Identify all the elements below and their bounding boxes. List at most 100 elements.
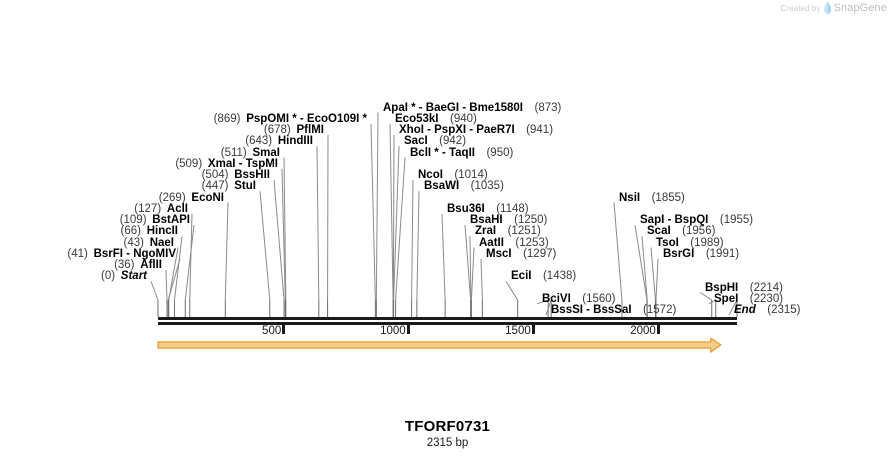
site-label-bcli-taqii[interactable]: BclI * - TaqII (950)	[410, 147, 513, 160]
site-position-acli: (127)	[134, 202, 162, 215]
site-label-xmai-tspmi[interactable]: (509) XmaI - TspMI	[175, 158, 278, 171]
ruler-tick-label-500: 500	[262, 325, 282, 337]
site-enzymes-msci: MscI	[486, 247, 512, 260]
site-enzymes-tsoi: TsoI	[656, 236, 679, 249]
site-position-bsssi-bsssai: (1572)	[643, 304, 677, 316]
ruler-tick-mark-1500	[532, 325, 536, 334]
site-enzymes-hindiii: HindIII	[277, 135, 313, 148]
site-position-xhoi-pspxi-paer7i: (941)	[526, 124, 554, 136]
leader-line-msci	[480, 258, 483, 301]
site-enzymes-xmai-tspmi: XmaI - TspMI	[207, 157, 278, 170]
leader-line-xhoi-pspxi-paer7i	[392, 134, 395, 301]
site-label-bstapi[interactable]: (109) BstAPI	[120, 214, 190, 227]
site-label-ecii[interactable]: EciI (1438)	[511, 270, 576, 283]
site-label-aatii[interactable]: AatII (1253)	[479, 237, 549, 250]
site-position-saci: (942)	[439, 135, 467, 148]
site-label-acli[interactable]: (127) AclI	[134, 203, 188, 216]
site-enzymes-smai: SmaI	[252, 146, 281, 159]
site-position-end: (2315)	[767, 304, 801, 316]
leader-line-ecii	[505, 280, 519, 301]
site-position-pspomi-ecoo109i: (869)	[213, 112, 241, 125]
site-label-hincii[interactable]: (66) HincII	[120, 225, 178, 238]
site-label-pflmi[interactable]: (678) PflMI	[264, 124, 324, 137]
site-label-bsu36i[interactable]: Bsu36I (1148)	[447, 203, 529, 216]
site-label-hindiii[interactable]: (643) HindIII	[245, 135, 313, 148]
site-enzymes-bsssi-bsssai: BssSI - BssSaI	[551, 304, 632, 316]
site-label-bcivi[interactable]: BciVI (1560)	[542, 293, 616, 306]
site-label-naei[interactable]: (43) NaeI	[124, 237, 175, 250]
site-position-bsrgi: (1991)	[705, 247, 740, 260]
site-position-ecii: (1438)	[542, 270, 577, 283]
site-enzymes-end: End	[734, 304, 756, 316]
site-enzymes-ncoi: NcoI	[418, 169, 443, 181]
site-label-eco53ki[interactable]: Eco53kI (940)	[395, 113, 477, 126]
site-label-sapi-bspqi[interactable]: SapI - BspQI (1955)	[640, 214, 753, 227]
site-enzymes-start: Start	[120, 270, 147, 283]
site-label-aflii[interactable]: (36) AflII	[114, 259, 162, 272]
ruler-tick-mark-500	[282, 325, 286, 334]
site-label-saci[interactable]: SacI (942)	[404, 135, 466, 148]
orf-arrow-shape	[157, 337, 722, 353]
leader-line-tsoi	[650, 247, 656, 301]
site-enzymes-ecii: EciI	[511, 270, 532, 283]
site-label-apai-baegi-bme1580i[interactable]: ApaI * - BaeGI - Bme1580I (873)	[383, 102, 561, 115]
site-enzymes-spei: SpeI	[714, 292, 739, 305]
site-position-spei: (2230)	[749, 292, 784, 305]
site-position-econi: (269)	[158, 191, 186, 204]
site-label-start[interactable]: (0) Start	[101, 270, 147, 283]
site-label-nsii[interactable]: NsiI (1855)	[619, 192, 685, 205]
leader-line-stui	[259, 191, 271, 301]
leader-line-hindiii	[316, 146, 320, 301]
site-enzymes-acli: AclI	[166, 202, 188, 215]
site-label-bsshii[interactable]: (504) BssHII	[202, 169, 270, 182]
sequence-length: 2315 bp	[426, 437, 469, 449]
ruler-tick-mark-2000	[657, 325, 661, 334]
site-position-bsshii: (504)	[201, 169, 229, 181]
site-label-zrai[interactable]: ZraI (1251)	[475, 225, 541, 238]
site-enzymes-naei: NaeI	[149, 236, 174, 249]
leader-line-smai	[283, 157, 287, 301]
site-label-ncoi[interactable]: NcoI (1014)	[418, 169, 488, 182]
site-label-msci[interactable]: MscI (1297)	[486, 248, 556, 261]
site-label-bsawi[interactable]: BsaWI (1035)	[424, 180, 504, 193]
site-label-spei[interactable]: SpeI (2230)	[714, 293, 783, 306]
page-title: TFORF0731	[404, 418, 491, 435]
site-position-start: (0)	[100, 270, 116, 283]
leader-line-zrai	[469, 236, 472, 301]
ruler-tick-mark-1000	[407, 325, 411, 334]
site-position-bsu36i: (1148)	[496, 202, 529, 215]
leader-line-econi	[224, 202, 229, 301]
site-enzymes-zrai: ZraI	[475, 225, 497, 238]
leader-line-aatii	[470, 247, 475, 301]
site-position-pflmi: (678)	[263, 124, 291, 136]
site-label-pspomi-ecoo109i[interactable]: (869) PspOMI * - EcoO109I *	[214, 113, 367, 126]
site-label-tsoi[interactable]: TsoI (1989)	[656, 237, 724, 250]
site-position-bsahi: (1250)	[514, 214, 548, 226]
leader-line-bcli-taqii	[395, 157, 406, 301]
site-position-tsoi: (1989)	[690, 236, 724, 249]
site-label-bsrfi-ngomiv[interactable]: (41) BsrFI - NgoMIV	[67, 248, 176, 261]
site-position-sapi-bspqi: (1955)	[719, 214, 754, 226]
site-enzymes-aflii: AflII	[140, 259, 162, 271]
site-label-stui[interactable]: (447) StuI	[202, 180, 256, 193]
site-label-econi[interactable]: (269) EcoNI	[159, 192, 224, 205]
site-label-scai[interactable]: ScaI (1956)	[647, 225, 715, 238]
site-enzymes-bsshii: BssHII	[234, 169, 270, 181]
leader-line-bstapi	[184, 224, 195, 301]
site-enzymes-eco53ki: Eco53kI	[395, 112, 439, 125]
site-label-bsahi[interactable]: BsaHI (1250)	[470, 214, 547, 227]
site-label-bsssi-bsssai[interactable]: BssSI - BssSaI (1572)	[551, 304, 676, 317]
site-position-naei: (43)	[123, 236, 144, 249]
site-position-bsphi: (2214)	[749, 281, 783, 294]
site-label-bsphi[interactable]: BspHI (2214)	[705, 282, 783, 295]
site-position-hincii: (66)	[120, 225, 141, 238]
site-position-aatii: (1253)	[515, 236, 549, 249]
site-position-bstapi: (109)	[119, 214, 147, 226]
site-label-bsrgi[interactable]: BsrGI (1991)	[663, 248, 739, 261]
site-label-xhoi-pspxi-paer7i[interactable]: XhoI - PspXI - PaeR7I (941)	[399, 124, 553, 137]
ruler-tick-label-1000: 1000	[380, 325, 406, 337]
site-position-apai-baegi-bme1580i: (873)	[534, 101, 562, 114]
site-label-smai[interactable]: (511) SmaI	[221, 147, 280, 160]
site-label-end[interactable]: End (2315)	[734, 304, 800, 317]
site-enzymes-bcivi: BciVI	[542, 292, 571, 305]
